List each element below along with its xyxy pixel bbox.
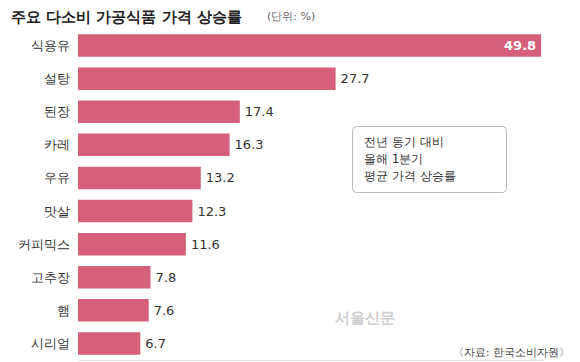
- svg-text:6.7: 6.7: [145, 336, 166, 351]
- svg-text:13.2: 13.2: [206, 170, 235, 185]
- svg-text:햄: 햄: [57, 303, 70, 318]
- svg-text:7.6: 7.6: [154, 303, 175, 318]
- svg-text:12.3: 12.3: [197, 204, 226, 219]
- svg-text:서울신문: 서울신문: [335, 309, 395, 327]
- svg-text:고추장: 고추장: [31, 270, 70, 285]
- svg-text:27.7: 27.7: [341, 71, 370, 86]
- svg-text:11.6: 11.6: [191, 237, 220, 252]
- svg-text:카레: 카레: [44, 137, 70, 152]
- svg-text:식용유: 식용유: [31, 38, 70, 53]
- svg-text:17.4: 17.4: [245, 104, 274, 119]
- svg-text:커피믹스: 커피믹스: [18, 237, 70, 252]
- svg-text:우유: 우유: [44, 170, 70, 185]
- svg-text:평균 가격 상승률: 평균 가격 상승률: [364, 169, 456, 183]
- svg-text:된장: 된장: [44, 104, 70, 119]
- svg-text:올해 1분기: 올해 1분기: [364, 152, 423, 166]
- svg-text:49.8: 49.8: [504, 38, 536, 53]
- svg-text:〈자료: 한국소비자원〉: 〈자료: 한국소비자원〉: [453, 346, 570, 359]
- svg-text:맛살: 맛살: [44, 204, 70, 219]
- svg-text:(단위: %): (단위: %): [267, 10, 315, 23]
- svg-text:7.8: 7.8: [156, 270, 177, 285]
- svg-text:주요 다소비 가공식품 가격 상승률: 주요 다소비 가공식품 가격 상승률: [11, 8, 242, 26]
- svg-text:전년 동기 대비: 전년 동기 대비: [364, 135, 444, 149]
- svg-text:16.3: 16.3: [235, 137, 264, 152]
- svg-text:설탕: 설탕: [44, 71, 70, 86]
- svg-text:시리얼: 시리얼: [31, 336, 70, 351]
